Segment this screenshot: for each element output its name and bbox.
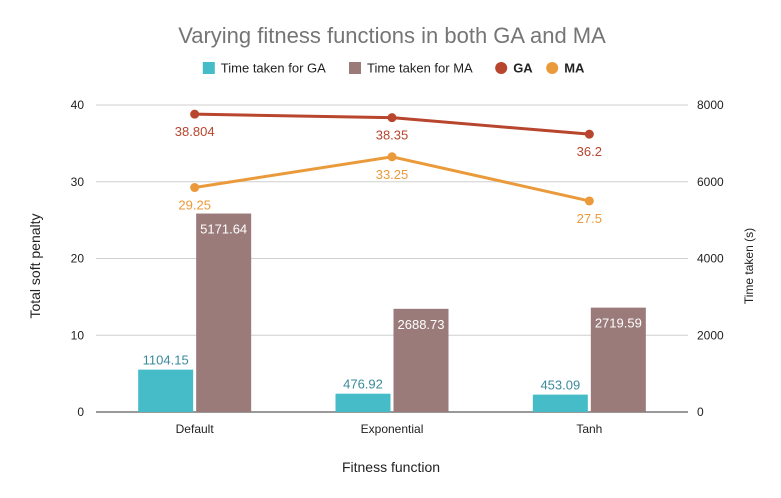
bar-data-label: 1104.15 — [143, 353, 189, 368]
legend-swatch — [349, 62, 361, 74]
line-point — [387, 113, 397, 123]
chart-legend: Time taken for GA Time taken for MA GA MA — [202, 61, 585, 76]
y-tick-label: 30 — [71, 175, 85, 189]
bar-series: 1104.15 476.92 453.09 5171.64 2688.73 2719.59 — [138, 213, 646, 412]
line-point — [387, 152, 397, 162]
legend-label: MA — [564, 61, 585, 76]
legend-label: Time taken for GA — [221, 61, 326, 76]
legend-label: Time taken for MA — [367, 61, 473, 76]
y-tick-label: 20 — [71, 252, 85, 266]
y2-axis-label: Time taken (s) — [742, 228, 756, 304]
y2-tick-label: 6000 — [697, 175, 724, 189]
line-data-label: 36.2 — [577, 144, 602, 159]
chart-title: Varying fitness functions in both GA and… — [178, 23, 606, 48]
bar-data-label: 5171.64 — [200, 222, 247, 237]
bar-data-label: 476.92 — [343, 377, 383, 392]
y2-tick-label: 2000 — [697, 328, 724, 342]
line-data-label: 38.804 — [175, 124, 215, 139]
line-series: 38.804 38.35 36.2 29.25 33.25 27.5 — [175, 109, 602, 226]
legend-swatch — [546, 62, 559, 74]
y-tick-label: 0 — [77, 405, 84, 419]
bar — [335, 393, 391, 412]
y-tick-label: 40 — [71, 98, 85, 112]
gridlines — [96, 104, 688, 413]
y2-tick-label: 0 — [697, 405, 704, 419]
line-point — [584, 196, 594, 206]
y2-tick-label: 8000 — [697, 98, 724, 112]
y-tick-label: 10 — [71, 328, 85, 342]
x-axis-ticks: Default Exponential Tanh — [176, 422, 603, 436]
bar-data-label: 453.09 — [540, 378, 580, 393]
y2-axis-ticks: 0 2000 4000 6000 8000 — [697, 98, 724, 419]
bar — [138, 369, 194, 412]
line-data-label: 38.35 — [376, 128, 409, 143]
bar-data-label: 2688.73 — [398, 317, 445, 332]
x-tick-label: Exponential — [361, 422, 424, 436]
x-axis-label: Fitness function — [342, 459, 440, 475]
bar — [196, 213, 252, 412]
line-data-label: 29.25 — [178, 198, 211, 213]
bar-data-label: 2719.59 — [595, 316, 642, 331]
y2-tick-label: 4000 — [697, 252, 724, 266]
legend-swatch — [202, 62, 215, 74]
legend-swatch — [495, 62, 508, 74]
line-data-label: 27.5 — [577, 211, 602, 226]
x-tick-label: Tanh — [576, 422, 602, 436]
line-data-label: 33.25 — [376, 167, 409, 182]
line-point — [584, 129, 594, 139]
legend-label: GA — [513, 61, 533, 76]
bar — [532, 394, 588, 412]
line-point — [190, 183, 200, 193]
x-tick-label: Default — [176, 422, 215, 436]
y-axis-ticks: 0 10 20 30 40 — [71, 98, 85, 419]
line-point — [190, 109, 200, 119]
y-axis-label: Total soft penalty — [27, 213, 43, 318]
bar — [393, 308, 449, 412]
bar — [590, 307, 646, 412]
